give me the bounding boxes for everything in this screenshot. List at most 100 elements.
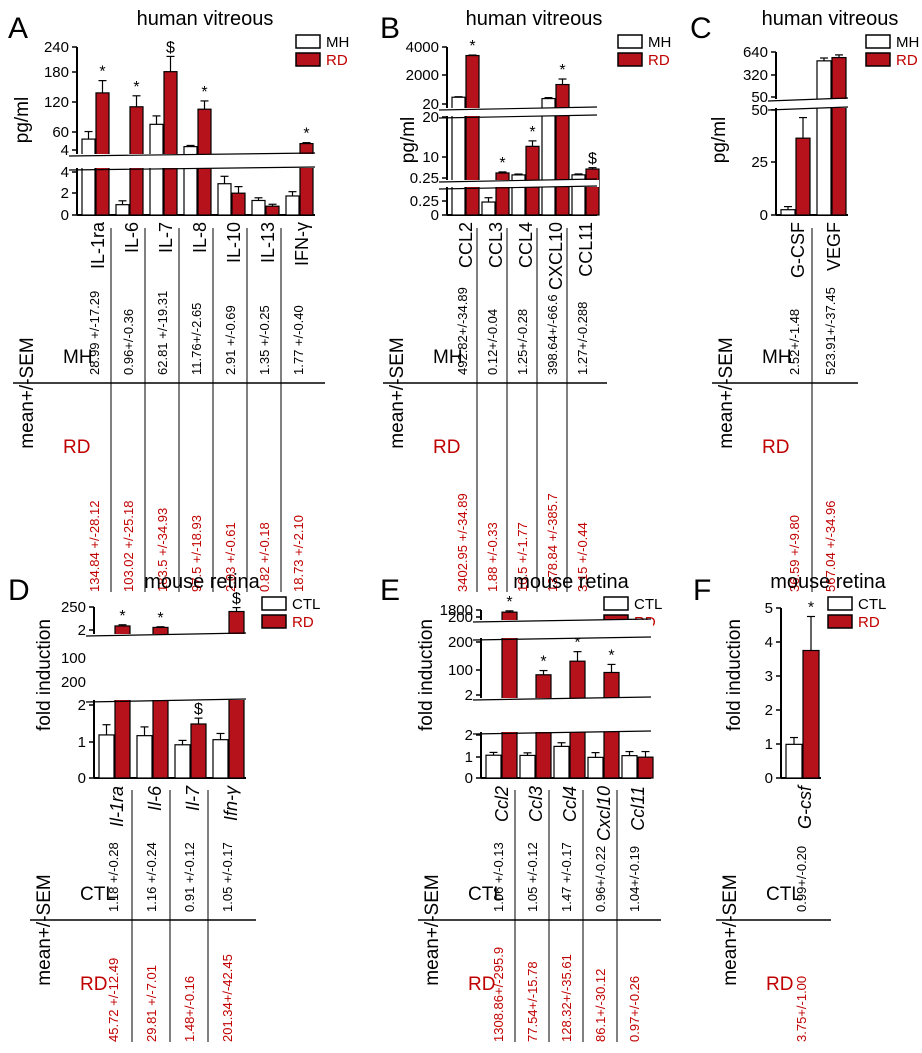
panel-title: human vitreous: [466, 8, 603, 30]
y-tick-label: 0.25: [410, 170, 439, 187]
data-table: 0.99+/-0.20 3.75+/-1.00 CTL RD mean+/-SEM: [716, 846, 831, 1042]
table-value-control: 492.82+/-34.89: [455, 287, 470, 375]
y-tick-label: 0: [431, 207, 439, 224]
bar-treatment: [163, 71, 178, 216]
bar-treatment: [795, 137, 811, 216]
panel-letter: A: [8, 12, 28, 45]
table-value-control: 1.06 +/-0.13: [491, 842, 506, 912]
panel-title: mouse retina: [513, 571, 629, 593]
y-tick-label: 2000: [406, 67, 439, 84]
table-value-treatment: 77.54+/-15.78: [525, 961, 540, 1042]
legend-swatch-ctrl: [295, 34, 321, 49]
bar-control: [621, 755, 638, 779]
table-row-label-control: MH: [433, 347, 463, 368]
legend-swatch-ctrl: [617, 34, 643, 49]
y-tick-label: 25: [751, 154, 768, 171]
legend-swatch-treat: [827, 614, 853, 629]
y-tick-label: 4: [61, 164, 69, 181]
category-label: CCL3: [486, 222, 506, 268]
bar-treatment: [802, 649, 820, 779]
table-y-label: mean+/-SEM: [716, 337, 737, 448]
table-row-label-control: CTL: [80, 884, 116, 905]
y-tick-label: 180: [44, 64, 69, 81]
y-tick-label: 2: [61, 185, 69, 202]
bar-treatment: [231, 192, 246, 216]
bar-control: [481, 201, 496, 216]
table-value-treatment: 1.48+/-0.16: [182, 976, 197, 1042]
data-table: 28.99 +/-17.29 134.84 +/-28.12 0.96+/-0.36…: [13, 228, 325, 592]
significance-mark: $: [166, 39, 175, 56]
legend-swatch-treat: [865, 52, 891, 67]
legend-label-treat: RD: [896, 52, 918, 69]
category-label: IL-8: [190, 222, 210, 253]
bar-control: [553, 745, 570, 779]
y-tick-label: 50: [751, 89, 768, 106]
panel-title: human vitreous: [137, 8, 274, 30]
y-tick-label: 120: [44, 94, 69, 111]
y-tick-label: 4: [61, 142, 69, 159]
table-value-treatment: 29.81 +/-7.01: [144, 965, 159, 1042]
y-axis-label: pg/ml: [12, 97, 33, 143]
category-label: IL-10: [224, 222, 244, 263]
legend-swatch-treat: [261, 614, 287, 629]
table-row-label-control: CTL: [766, 884, 802, 905]
table-value-treatment: 1378.84 +/-385.7: [545, 493, 560, 592]
category-label: Cxcl10: [594, 786, 614, 841]
y-tick-label: 0: [465, 770, 473, 787]
table-y-label: mean+/-SEM: [720, 874, 741, 985]
y-tick-label: 4: [765, 634, 773, 651]
table-value-control: 28.99 +/-17.29: [87, 291, 102, 375]
y-tick-label: 200: [61, 674, 86, 691]
table-row-label-control: MH: [63, 347, 93, 368]
axis-break-gap: [768, 99, 850, 108]
bar-control: [115, 204, 130, 216]
table-value-control: 1.18 +/-0.28: [106, 842, 121, 912]
table-row-label-treatment: RD: [63, 437, 90, 458]
table-value-treatment: 3402.95 +/-34.89: [455, 493, 470, 592]
y-axis-label: fold induction: [416, 619, 437, 731]
y-tick-label: 3: [765, 668, 773, 685]
category-label: CXCL10: [546, 222, 566, 290]
category-label: Il-6: [145, 785, 165, 811]
y-tick-label: 250: [61, 599, 86, 616]
significance-mark: *: [303, 126, 309, 143]
panel-letter: C: [690, 12, 712, 45]
significance-mark: $: [232, 591, 241, 608]
table-value-control: 2.52+/-1.48: [787, 309, 802, 375]
bar-control: [251, 199, 266, 216]
table-y-label: mean+/-SEM: [17, 337, 38, 448]
y-tick-label: 10: [422, 149, 439, 166]
y-tick-label: 20: [422, 96, 439, 113]
table-value-control: 523.91+/-37.45: [823, 287, 838, 375]
significance-mark: *: [499, 155, 505, 172]
y-tick-label: 0: [765, 770, 773, 787]
axis-break-gap: [69, 154, 317, 168]
y-tick-label: 0: [61, 207, 69, 224]
legend-label-ctrl: MH: [896, 34, 919, 51]
significance-mark: *: [808, 600, 814, 617]
table-row-label-treatment: RD: [762, 437, 789, 458]
axis-break-mark: [767, 97, 849, 102]
y-tick-label: 1: [465, 749, 473, 766]
y-tick-label: 2: [78, 697, 86, 714]
table-value-treatment: 3.15 +/-0.44: [575, 522, 590, 592]
significance-mark: *: [608, 647, 614, 664]
panel-title: mouse retina: [770, 571, 886, 593]
legend-swatch-ctrl: [865, 34, 891, 49]
table-value-control: 62.81 +/-19.31: [155, 291, 170, 375]
bar-control: [587, 756, 604, 779]
bar-control: [785, 743, 803, 779]
y-tick-label: 640: [743, 44, 768, 61]
table-value-treatment: 18.73 +/-2.10: [291, 515, 306, 592]
bars: *: [785, 600, 820, 779]
significance-mark: *: [540, 654, 546, 671]
axis-break-mark: [472, 618, 652, 623]
category-label: IL-1ra: [88, 221, 108, 269]
axis-break-mark: [438, 114, 598, 119]
significance-mark: *: [529, 124, 535, 141]
table-y-label: mean+/-SEM: [34, 874, 55, 985]
